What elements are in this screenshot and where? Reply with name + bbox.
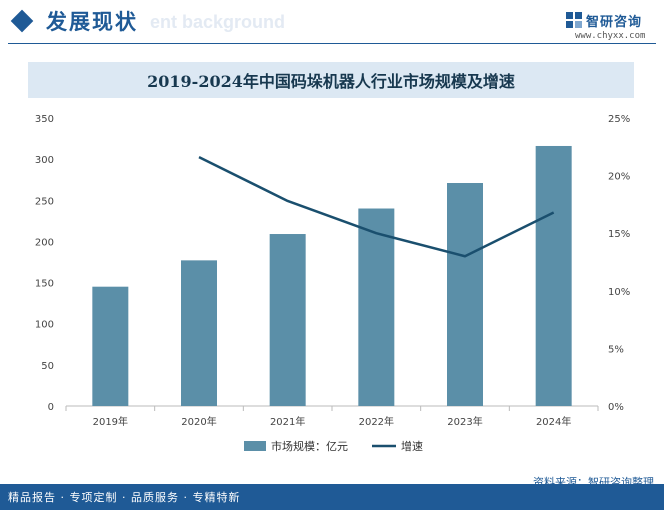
x-tick-label: 2023年 [447,415,482,428]
y-left-tick-label: 150 [35,279,54,290]
bar [535,145,572,406]
section-header: 发展现状 ent background 智研咨询 www.chyxx.com [0,0,664,44]
y-right-tick-label: 15% [608,229,630,240]
y-right-tick-label: 10% [608,287,630,298]
legend-label-line: 增速 [401,439,423,453]
x-tick-label: 2020年 [181,415,216,428]
legend-label-bar: 市场规模：亿元 [271,439,348,453]
x-tick-label: 2022年 [359,415,394,428]
bar [92,286,129,406]
section-title: 发展现状 [46,10,138,34]
y-right-tick-label: 25% [608,114,630,125]
bar [447,183,483,406]
bottom-slogan: 精品报告 · 专项定制 · 品质服务 · 专精特新 [8,491,241,504]
bar [358,208,395,406]
y-left-tick-label: 200 [35,237,54,248]
brand-name: 智研咨询 [586,15,643,30]
header-watermark-text: ent background [150,12,286,32]
y-left-tick-label: 350 [35,114,54,125]
y-right-tick-label: 0% [608,402,624,413]
bar [181,260,217,406]
x-tick-label: 2019年 [93,415,128,428]
chart: 0 50 100 150 200 250 300 350 0% 5% 10% 15% 20% 25% 201… [35,114,630,453]
y-left-tick-label: 250 [35,196,54,207]
y-left-tick-label: 50 [41,361,54,372]
growth-line [198,156,555,258]
y-right-tick-label: 5% [608,344,624,355]
bar [269,234,306,406]
header-divider [8,43,656,44]
bottom-bar [0,484,664,510]
y-left-tick-label: 0 [48,402,54,413]
y-left-tick-label: 100 [35,320,54,331]
legend-swatch-bar [244,441,266,451]
chart-title-bar: 2019-2024年中国码垛机器人行业市场规模及增速 [28,62,634,98]
x-tick-label: 2021年 [270,415,305,428]
x-tick-label: 2024年 [536,415,571,428]
y-right-tick-label: 20% [608,172,630,183]
brand-logo-icon [566,12,582,28]
brand-url[interactable]: www.chyxx.com [575,31,646,41]
chart-title: 2019-2024年中国码垛机器人行业市场规模及增速 [147,72,515,91]
y-left-tick-label: 300 [35,155,54,166]
